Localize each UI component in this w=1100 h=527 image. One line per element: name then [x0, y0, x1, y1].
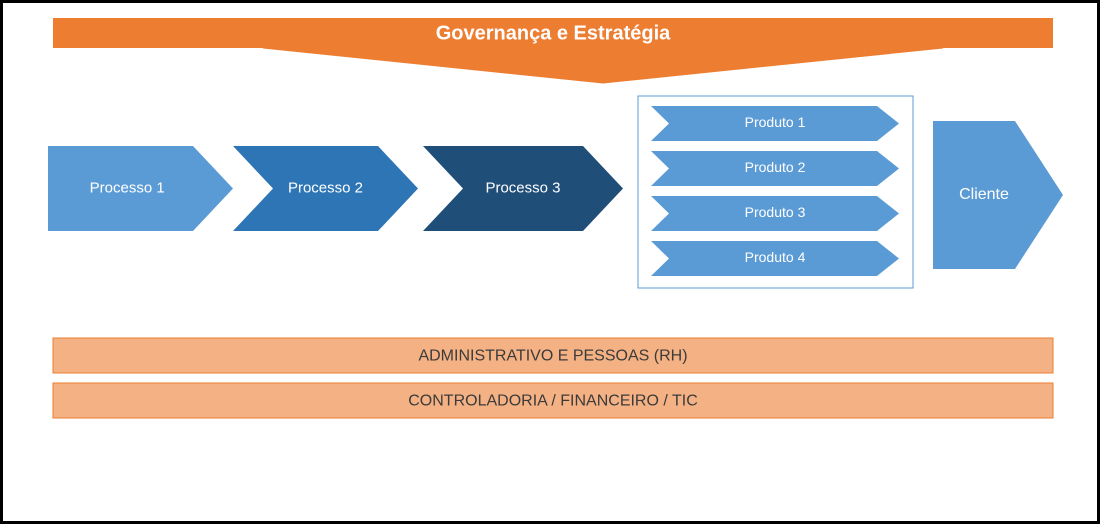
product-item-label: Produto 3: [745, 204, 806, 220]
process-step-label: Processo 1: [90, 179, 165, 196]
support-bar-label: CONTROLADORIA / FINANCEIRO / TIC: [408, 393, 698, 410]
product-item-label: Produto 4: [745, 249, 806, 265]
client-arrow: Cliente: [933, 121, 1063, 269]
product-item-1: Produto 1: [651, 106, 899, 141]
support-bar-label: ADMINISTRATIVO E PESSOAS (RH): [418, 348, 687, 365]
product-item-label: Produto 1: [745, 114, 806, 130]
process-step-2: Processo 2: [233, 146, 418, 231]
header-title: Governança e Estratégia: [436, 22, 671, 44]
header-arrow-down: [263, 48, 943, 83]
product-item-label: Produto 2: [745, 159, 806, 175]
process-step-label: Processo 3: [485, 179, 560, 196]
diagram-frame: Governança e Estratégia Processo 1 Process…: [0, 0, 1100, 524]
diagram-svg: Governança e Estratégia Processo 1 Process…: [3, 3, 1100, 527]
product-item-3: Produto 3: [651, 196, 899, 231]
process-step-label: Processo 2: [288, 179, 363, 196]
process-step-3: Processo 3: [423, 146, 623, 231]
support-bar-1: ADMINISTRATIVO E PESSOAS (RH): [53, 338, 1053, 373]
support-bar-2: CONTROLADORIA / FINANCEIRO / TIC: [53, 383, 1053, 418]
product-item-4: Produto 4: [651, 241, 899, 276]
header-bar: Governança e Estratégia: [53, 18, 1053, 48]
process-step-1: Processo 1: [48, 146, 233, 231]
product-item-2: Produto 2: [651, 151, 899, 186]
client-label: Cliente: [959, 186, 1009, 203]
